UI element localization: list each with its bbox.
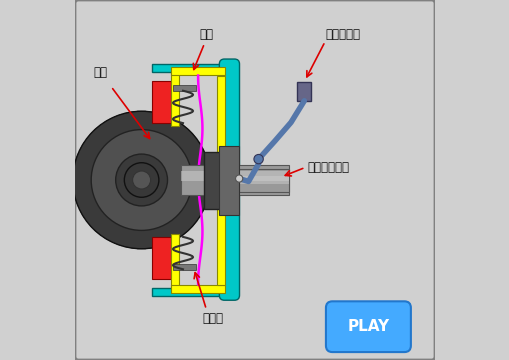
Bar (152, 64, 233, 72)
Bar (103, 118, 114, 127)
Bar (80, 208, 89, 218)
Bar (94, 225, 104, 235)
Bar (152, 81, 171, 123)
Circle shape (91, 130, 191, 230)
Bar (148, 241, 157, 248)
Bar (159, 238, 169, 246)
Bar (179, 125, 189, 135)
Bar (94, 125, 104, 135)
Bar (125, 241, 135, 248)
Bar (171, 67, 224, 75)
Bar (297, 82, 310, 101)
Bar (73, 187, 80, 196)
Bar (181, 165, 289, 195)
Bar (73, 164, 80, 173)
Bar (204, 152, 228, 209)
Bar (103, 233, 114, 242)
Bar (218, 146, 238, 215)
Text: PLAY: PLAY (347, 319, 389, 334)
Text: 變速箱輸入軸: 變速箱輸入軸 (306, 161, 349, 174)
Bar (173, 264, 196, 270)
Circle shape (132, 171, 150, 189)
Bar (173, 85, 196, 91)
Bar (80, 142, 89, 152)
Bar (169, 233, 179, 242)
Text: 壓板: 壓板 (199, 28, 213, 41)
Bar (75, 198, 83, 208)
Bar (193, 208, 203, 218)
Bar (204, 176, 210, 184)
Bar (171, 285, 224, 293)
Text: 飛輪: 飛輪 (93, 66, 107, 78)
Bar (114, 238, 124, 246)
Circle shape (124, 163, 159, 197)
Bar (193, 142, 203, 152)
Bar (169, 118, 179, 127)
Bar (238, 169, 289, 192)
Bar (199, 152, 207, 162)
Bar (114, 114, 124, 122)
Circle shape (116, 154, 167, 206)
Bar (86, 217, 96, 228)
Bar (137, 243, 146, 249)
Bar (238, 176, 289, 184)
FancyBboxPatch shape (75, 0, 434, 360)
Bar (187, 217, 196, 228)
Bar (199, 198, 207, 208)
Bar (152, 237, 171, 279)
Bar (137, 111, 146, 117)
Bar (148, 112, 157, 119)
Bar (73, 176, 78, 184)
Bar (187, 132, 196, 143)
Circle shape (235, 175, 242, 182)
Bar (216, 76, 224, 285)
Text: 摩擦盤: 摩擦盤 (203, 312, 223, 325)
Circle shape (253, 154, 263, 164)
Bar (152, 288, 233, 296)
Bar (86, 132, 96, 143)
Bar (159, 114, 169, 122)
Bar (125, 112, 135, 119)
Bar (171, 72, 179, 126)
Circle shape (73, 111, 210, 249)
FancyBboxPatch shape (219, 59, 239, 300)
FancyBboxPatch shape (325, 301, 410, 352)
Bar (203, 164, 210, 173)
Bar (171, 234, 179, 288)
Bar (75, 152, 83, 162)
Text: 離合器踏板: 離合器踏板 (325, 28, 359, 41)
Bar (181, 171, 289, 181)
Bar (203, 187, 210, 196)
Bar (179, 225, 189, 235)
